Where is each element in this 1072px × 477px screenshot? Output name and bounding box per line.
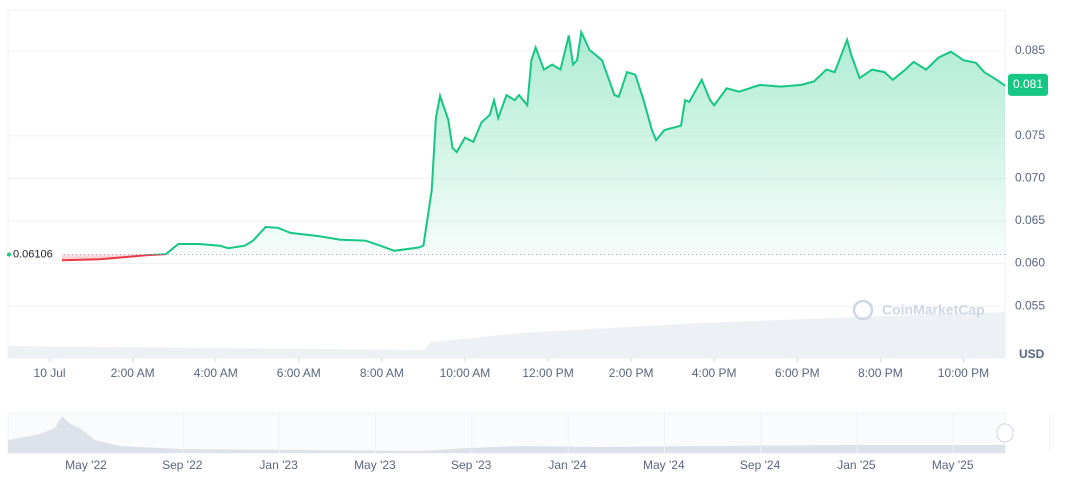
x-tick-label: 10 Jul: [34, 366, 66, 380]
navigator-label: Jan '24: [548, 458, 587, 472]
volume-backdrop: [8, 312, 1005, 358]
navigator-label: Sep '22: [162, 458, 203, 472]
navigator: [7, 412, 1014, 454]
navigator-label: May '22: [65, 458, 107, 472]
baseline-dot: [7, 252, 11, 257]
navigator-label: May '25: [932, 458, 974, 472]
navigator-handle[interactable]: [996, 423, 1014, 443]
x-tick-label: 4:00 PM: [692, 366, 737, 380]
navigator-label: Sep '23: [451, 458, 492, 472]
navigator-label: Sep '24: [740, 458, 781, 472]
baseline-label-bg: [8, 245, 62, 264]
x-tick-label: 2:00 AM: [111, 366, 155, 380]
y-tick-label: 0.060: [1015, 256, 1045, 270]
navigator-label: May '23: [354, 458, 396, 472]
x-tick-label: 6:00 AM: [277, 366, 321, 380]
x-tick-label: 8:00 AM: [360, 366, 404, 380]
y-tick-label: 0.065: [1015, 213, 1045, 227]
x-tick-label: 10:00 AM: [440, 366, 491, 380]
baseline-label: 0.06106: [13, 248, 53, 260]
last-price-label: 0.081: [1013, 77, 1043, 91]
area-above: [158, 32, 1005, 255]
x-tick-label: 10:00 PM: [938, 366, 989, 380]
y-tick-label: 0.085: [1015, 43, 1045, 57]
x-tick-label: 2:00 PM: [609, 366, 654, 380]
navigator-label: May '24: [643, 458, 685, 472]
y-tick-label: 0.055: [1015, 298, 1045, 312]
navigator-label: Jan '23: [259, 458, 298, 472]
watermark: CoinMarketCap: [882, 302, 985, 318]
x-tick-label: 6:00 PM: [775, 366, 820, 380]
x-tick-label: 12:00 PM: [522, 366, 573, 380]
navigator-label: Jan '25: [837, 458, 876, 472]
y-tick-label: 0.075: [1015, 128, 1045, 142]
x-tick-label: 4:00 AM: [194, 366, 238, 380]
currency-label: USD: [1019, 347, 1045, 361]
price-line: [142, 28, 1006, 255]
y-tick-label: 0.070: [1015, 171, 1045, 185]
x-tick-label: 8:00 PM: [858, 366, 903, 380]
last-price-tag: [1008, 73, 1048, 96]
watermark-logo: [852, 299, 874, 321]
